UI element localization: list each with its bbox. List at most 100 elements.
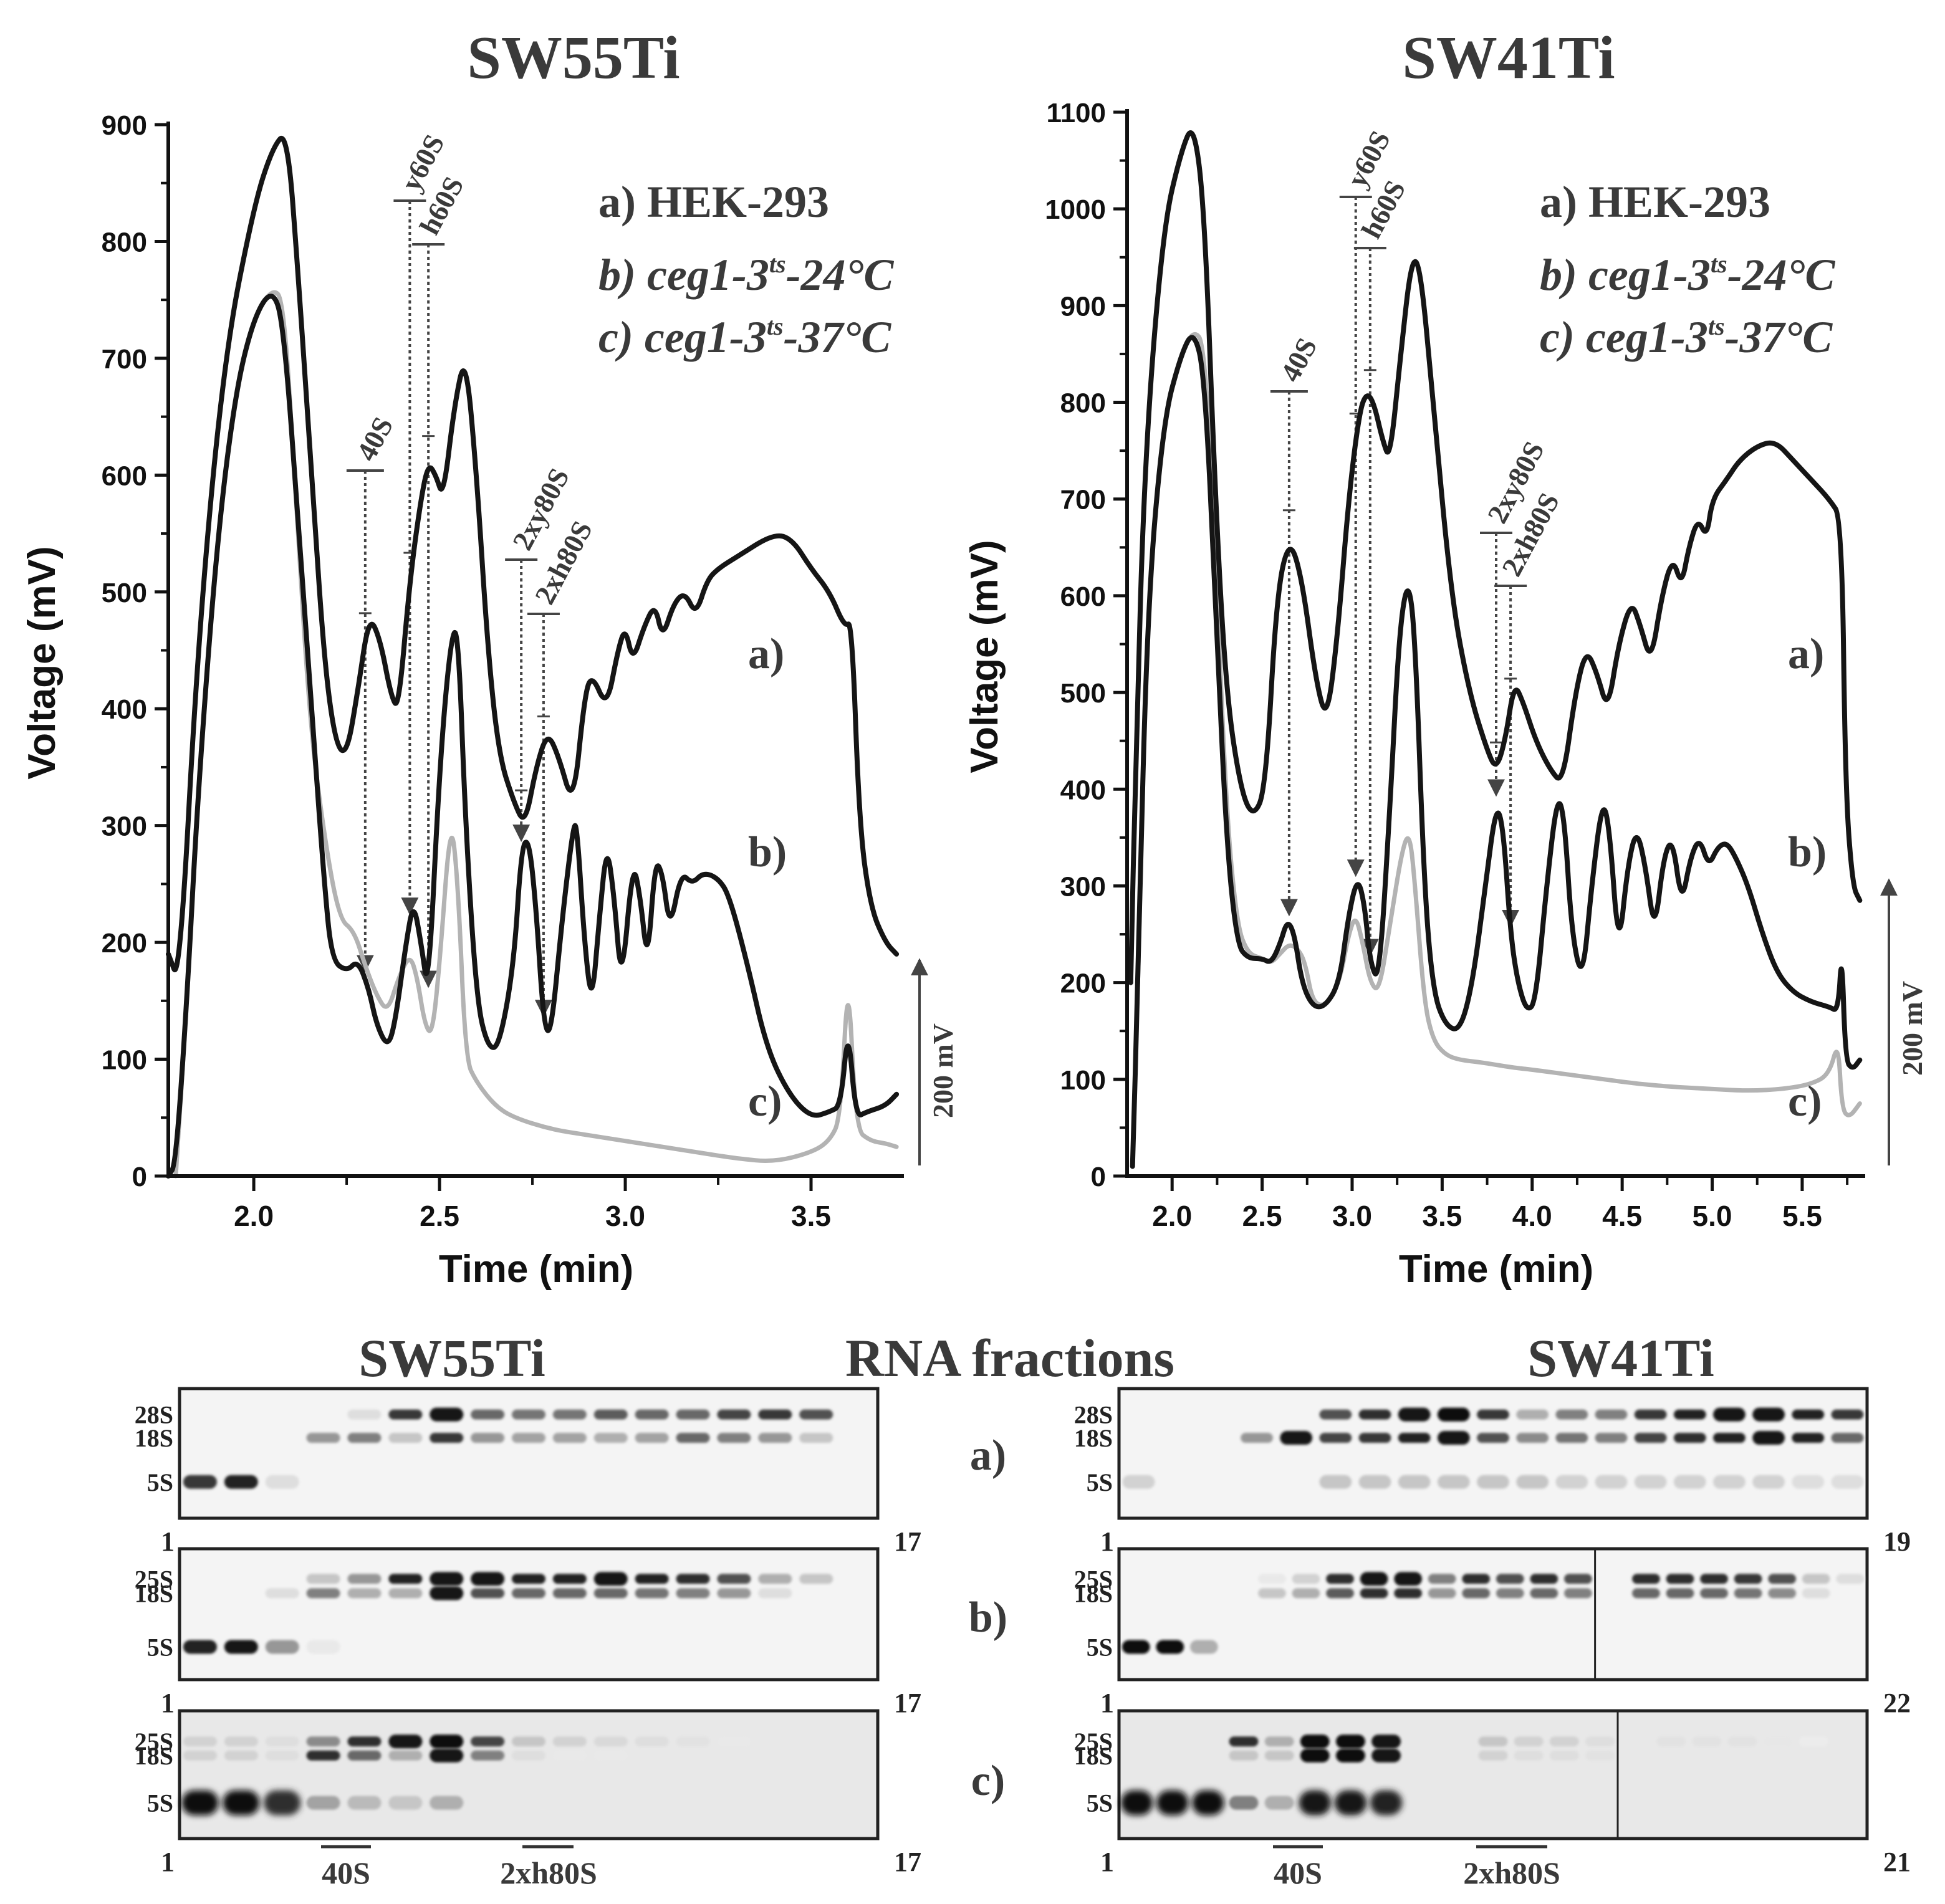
gel-band bbox=[1516, 1409, 1549, 1420]
gel-band bbox=[1370, 1790, 1403, 1815]
gel-band bbox=[1799, 1736, 1828, 1747]
gel-band bbox=[1300, 1734, 1330, 1749]
gel-band bbox=[1156, 1790, 1189, 1815]
y-tick-label: 300 bbox=[102, 811, 147, 842]
series-line-a bbox=[1128, 130, 1863, 985]
y-axis-label: Voltage (mV) bbox=[963, 540, 1006, 773]
gel-band bbox=[1632, 1588, 1660, 1599]
gel-band bbox=[430, 1407, 464, 1422]
gel-band bbox=[388, 1574, 423, 1584]
trace-label-b: b) bbox=[748, 828, 787, 876]
gel-band bbox=[471, 1750, 505, 1761]
band-label: 25S bbox=[1074, 1565, 1113, 1593]
lane-start: 1 bbox=[1100, 1847, 1114, 1877]
y-tick-label: 200 bbox=[102, 928, 147, 959]
series-line-b bbox=[166, 294, 900, 1179]
band-label: 18S bbox=[1074, 1579, 1113, 1607]
trace-label-b: b) bbox=[1788, 828, 1827, 876]
gel-band bbox=[1585, 1736, 1615, 1747]
y-tick-label: 0 bbox=[132, 1162, 147, 1192]
gel-band bbox=[1371, 1734, 1401, 1749]
gel-band bbox=[635, 1433, 669, 1443]
y-tick-label: 800 bbox=[1060, 388, 1106, 419]
gel-band bbox=[1229, 1796, 1259, 1810]
band-label: 5S bbox=[147, 1468, 173, 1496]
gel-band bbox=[635, 1574, 669, 1584]
gel-band bbox=[1673, 1475, 1706, 1489]
x-tick-label: 5.5 bbox=[1782, 1200, 1822, 1232]
y-tick-label: 400 bbox=[1060, 775, 1106, 805]
section-title: RNA fractions bbox=[845, 1328, 1174, 1388]
gel-band bbox=[1292, 1574, 1320, 1584]
x-tick-label: 3.0 bbox=[1332, 1200, 1372, 1232]
gel-band bbox=[593, 1433, 628, 1443]
gel-band bbox=[1428, 1588, 1456, 1599]
gel-band bbox=[306, 1736, 340, 1747]
gel-band bbox=[1666, 1588, 1694, 1599]
band-label: 18S bbox=[135, 1579, 173, 1607]
lane-end: 17 bbox=[894, 1688, 921, 1718]
gel-band bbox=[388, 1588, 423, 1599]
band-label: 18S bbox=[135, 1742, 173, 1770]
gel-band bbox=[1437, 1407, 1470, 1422]
y-tick-label: 900 bbox=[102, 110, 147, 141]
y-tick-label: 900 bbox=[1060, 291, 1106, 322]
gel-band bbox=[1836, 1574, 1865, 1584]
gel-band bbox=[676, 1433, 710, 1443]
band-label: 5S bbox=[1087, 1634, 1113, 1662]
gel-band bbox=[1121, 1640, 1150, 1654]
band-label: 18S bbox=[1074, 1424, 1113, 1452]
gel-row-label-a: a) bbox=[970, 1432, 1006, 1480]
gel-band bbox=[1831, 1409, 1864, 1420]
gel-band bbox=[1264, 1796, 1294, 1810]
gel-band bbox=[676, 1574, 710, 1584]
gel-band bbox=[1673, 1409, 1706, 1420]
marker-2xh80s: 2xh80S bbox=[500, 1855, 597, 1890]
gel-band bbox=[1656, 1736, 1686, 1747]
gel-band bbox=[1792, 1409, 1825, 1420]
gel-band bbox=[1734, 1574, 1762, 1584]
gel-band bbox=[471, 1433, 505, 1443]
gel-band bbox=[183, 1750, 217, 1761]
gel-band bbox=[181, 1790, 219, 1815]
band-label: 5S bbox=[147, 1789, 173, 1817]
gel-band bbox=[717, 1588, 751, 1599]
gel-band bbox=[1398, 1475, 1431, 1489]
gel-band bbox=[1727, 1736, 1757, 1747]
y-tick-label: 300 bbox=[1060, 871, 1106, 902]
annotation-label: 40S bbox=[1274, 333, 1323, 387]
gel-band bbox=[1336, 1748, 1365, 1763]
gel-band bbox=[1768, 1588, 1796, 1599]
gel-frame bbox=[178, 1387, 880, 1520]
band-label: 28S bbox=[1074, 1401, 1113, 1429]
gel-frame bbox=[1117, 1547, 1869, 1682]
gel-band bbox=[1437, 1475, 1470, 1489]
lane-start: 1 bbox=[161, 1526, 175, 1557]
gel-band bbox=[183, 1736, 217, 1747]
y-tick-label: 1000 bbox=[1045, 194, 1106, 225]
gel-band bbox=[430, 1586, 464, 1600]
band-label: 28S bbox=[135, 1401, 173, 1429]
gel-frame bbox=[1117, 1709, 1869, 1840]
gel-band bbox=[1264, 1750, 1294, 1761]
gel-band bbox=[635, 1588, 669, 1599]
gel-band bbox=[1319, 1409, 1352, 1420]
gel-band bbox=[1831, 1475, 1864, 1489]
gel-band bbox=[388, 1433, 423, 1443]
y-tick-label: 600 bbox=[1060, 581, 1106, 612]
gel-band bbox=[1437, 1431, 1470, 1445]
x-tick-label: 2.5 bbox=[420, 1200, 459, 1232]
gel-band bbox=[717, 1433, 751, 1443]
gel-band bbox=[511, 1574, 546, 1584]
y-tick-label: 1100 bbox=[1047, 98, 1106, 128]
gel-band bbox=[388, 1796, 423, 1810]
band-label: 18S bbox=[135, 1424, 173, 1452]
legend-a: a) HEK-293 bbox=[598, 177, 829, 227]
gel-band bbox=[183, 1640, 217, 1654]
gel-row-label-c: c) bbox=[971, 1757, 1005, 1805]
x-axis-label: Time (min) bbox=[439, 1248, 633, 1291]
gel-band bbox=[1514, 1750, 1544, 1761]
gel-band bbox=[347, 1750, 382, 1761]
gel-band bbox=[799, 1574, 833, 1584]
